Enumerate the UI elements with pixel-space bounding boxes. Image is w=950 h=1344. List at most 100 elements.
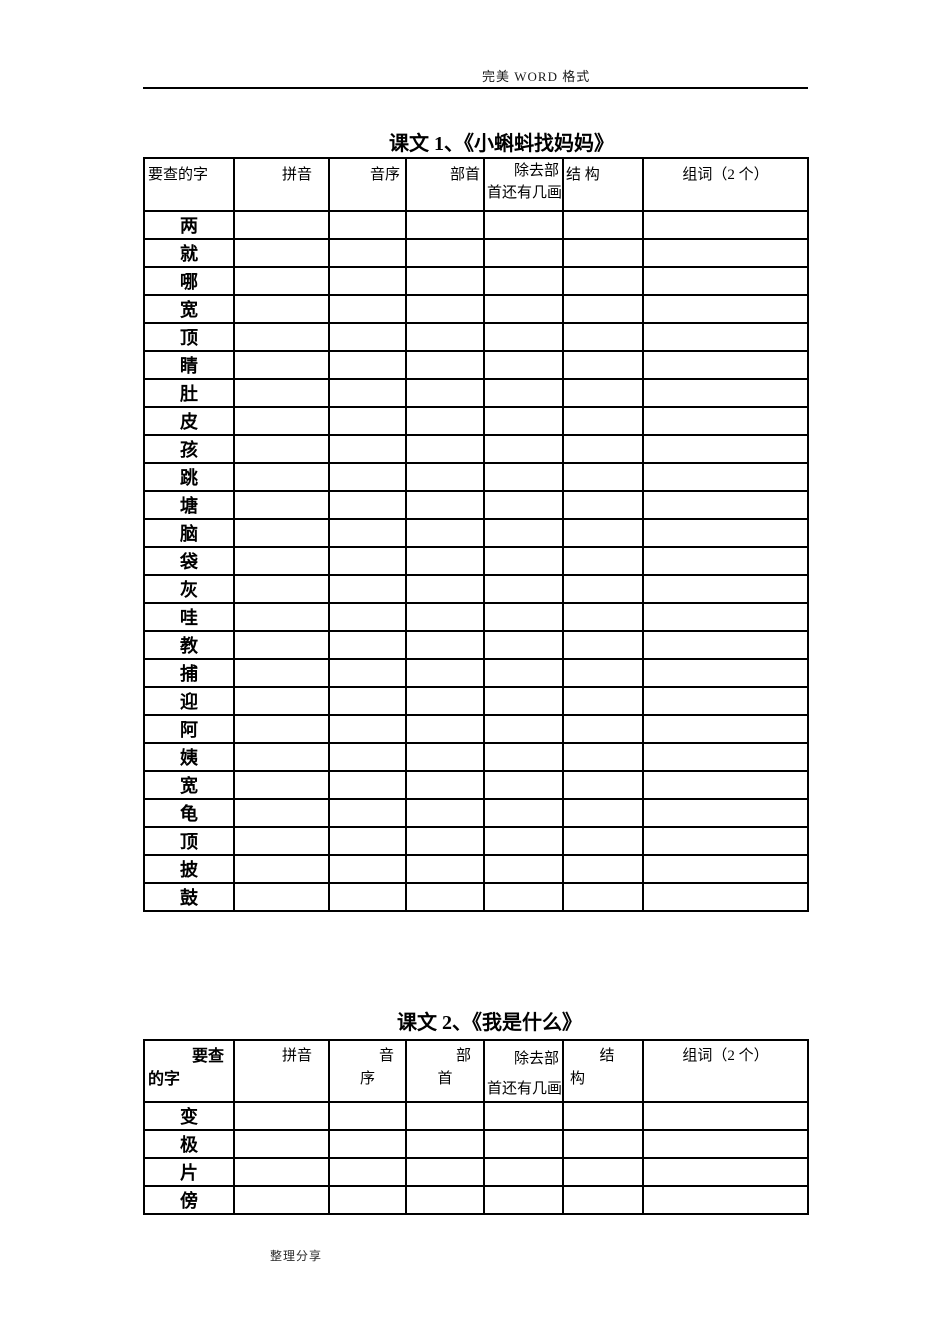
- remaining-strokes-cell[interactable]: [483, 602, 564, 632]
- radical-cell[interactable]: [405, 378, 485, 408]
- structure-cell[interactable]: [562, 518, 644, 548]
- remaining-strokes-cell[interactable]: [483, 826, 564, 856]
- structure-cell[interactable]: [562, 854, 644, 884]
- structure-cell[interactable]: [562, 602, 644, 632]
- radical-cell[interactable]: [405, 518, 485, 548]
- words-cell[interactable]: [642, 490, 809, 520]
- radical-cell[interactable]: [405, 714, 485, 744]
- remaining-strokes-cell[interactable]: [483, 658, 564, 688]
- radical-cell[interactable]: [405, 490, 485, 520]
- radical-cell[interactable]: [405, 882, 485, 912]
- words-cell[interactable]: [642, 238, 809, 268]
- order-cell[interactable]: [328, 630, 407, 660]
- pinyin-cell[interactable]: [233, 518, 330, 548]
- order-cell[interactable]: [328, 266, 407, 296]
- remaining-strokes-cell[interactable]: [483, 210, 564, 240]
- pinyin-cell[interactable]: [233, 854, 330, 884]
- words-cell[interactable]: [642, 210, 809, 240]
- structure-cell[interactable]: [562, 798, 644, 828]
- order-cell[interactable]: [328, 350, 407, 380]
- order-cell[interactable]: [328, 462, 407, 492]
- radical-cell[interactable]: [405, 238, 485, 268]
- structure-cell[interactable]: [562, 1157, 644, 1187]
- remaining-strokes-cell[interactable]: [483, 238, 564, 268]
- structure-cell[interactable]: [562, 322, 644, 352]
- remaining-strokes-cell[interactable]: [483, 546, 564, 576]
- words-cell[interactable]: [642, 518, 809, 548]
- pinyin-cell[interactable]: [233, 350, 330, 380]
- structure-cell[interactable]: [562, 238, 644, 268]
- remaining-strokes-cell[interactable]: [483, 322, 564, 352]
- radical-cell[interactable]: [405, 1129, 485, 1159]
- order-cell[interactable]: [328, 238, 407, 268]
- order-cell[interactable]: [328, 742, 407, 772]
- radical-cell[interactable]: [405, 546, 485, 576]
- structure-cell[interactable]: [562, 406, 644, 436]
- radical-cell[interactable]: [405, 1185, 485, 1215]
- remaining-strokes-cell[interactable]: [483, 518, 564, 548]
- structure-cell[interactable]: [562, 462, 644, 492]
- structure-cell[interactable]: [562, 378, 644, 408]
- remaining-strokes-cell[interactable]: [483, 490, 564, 520]
- radical-cell[interactable]: [405, 1157, 485, 1187]
- words-cell[interactable]: [642, 798, 809, 828]
- words-cell[interactable]: [642, 602, 809, 632]
- structure-cell[interactable]: [562, 434, 644, 464]
- order-cell[interactable]: [328, 798, 407, 828]
- remaining-strokes-cell[interactable]: [483, 854, 564, 884]
- order-cell[interactable]: [328, 518, 407, 548]
- remaining-strokes-cell[interactable]: [483, 630, 564, 660]
- radical-cell[interactable]: [405, 798, 485, 828]
- structure-cell[interactable]: [562, 826, 644, 856]
- structure-cell[interactable]: [562, 770, 644, 800]
- remaining-strokes-cell[interactable]: [483, 1129, 564, 1159]
- words-cell[interactable]: [642, 266, 809, 296]
- pinyin-cell[interactable]: [233, 714, 330, 744]
- remaining-strokes-cell[interactable]: [483, 350, 564, 380]
- pinyin-cell[interactable]: [233, 882, 330, 912]
- radical-cell[interactable]: [405, 630, 485, 660]
- words-cell[interactable]: [642, 658, 809, 688]
- structure-cell[interactable]: [562, 742, 644, 772]
- radical-cell[interactable]: [405, 1101, 485, 1131]
- structure-cell[interactable]: [562, 1101, 644, 1131]
- structure-cell[interactable]: [562, 294, 644, 324]
- pinyin-cell[interactable]: [233, 1101, 330, 1131]
- words-cell[interactable]: [642, 462, 809, 492]
- words-cell[interactable]: [642, 1185, 809, 1215]
- structure-cell[interactable]: [562, 210, 644, 240]
- words-cell[interactable]: [642, 686, 809, 716]
- order-cell[interactable]: [328, 602, 407, 632]
- pinyin-cell[interactable]: [233, 1157, 330, 1187]
- words-cell[interactable]: [642, 742, 809, 772]
- pinyin-cell[interactable]: [233, 602, 330, 632]
- remaining-strokes-cell[interactable]: [483, 266, 564, 296]
- radical-cell[interactable]: [405, 602, 485, 632]
- order-cell[interactable]: [328, 406, 407, 436]
- words-cell[interactable]: [642, 854, 809, 884]
- pinyin-cell[interactable]: [233, 406, 330, 436]
- pinyin-cell[interactable]: [233, 574, 330, 604]
- order-cell[interactable]: [328, 1157, 407, 1187]
- structure-cell[interactable]: [562, 630, 644, 660]
- radical-cell[interactable]: [405, 350, 485, 380]
- remaining-strokes-cell[interactable]: [483, 798, 564, 828]
- words-cell[interactable]: [642, 1129, 809, 1159]
- order-cell[interactable]: [328, 490, 407, 520]
- remaining-strokes-cell[interactable]: [483, 882, 564, 912]
- radical-cell[interactable]: [405, 406, 485, 436]
- pinyin-cell[interactable]: [233, 462, 330, 492]
- structure-cell[interactable]: [562, 658, 644, 688]
- radical-cell[interactable]: [405, 322, 485, 352]
- words-cell[interactable]: [642, 770, 809, 800]
- order-cell[interactable]: [328, 770, 407, 800]
- radical-cell[interactable]: [405, 742, 485, 772]
- pinyin-cell[interactable]: [233, 770, 330, 800]
- remaining-strokes-cell[interactable]: [483, 770, 564, 800]
- pinyin-cell[interactable]: [233, 630, 330, 660]
- pinyin-cell[interactable]: [233, 1185, 330, 1215]
- remaining-strokes-cell[interactable]: [483, 1185, 564, 1215]
- pinyin-cell[interactable]: [233, 434, 330, 464]
- structure-cell[interactable]: [562, 882, 644, 912]
- pinyin-cell[interactable]: [233, 322, 330, 352]
